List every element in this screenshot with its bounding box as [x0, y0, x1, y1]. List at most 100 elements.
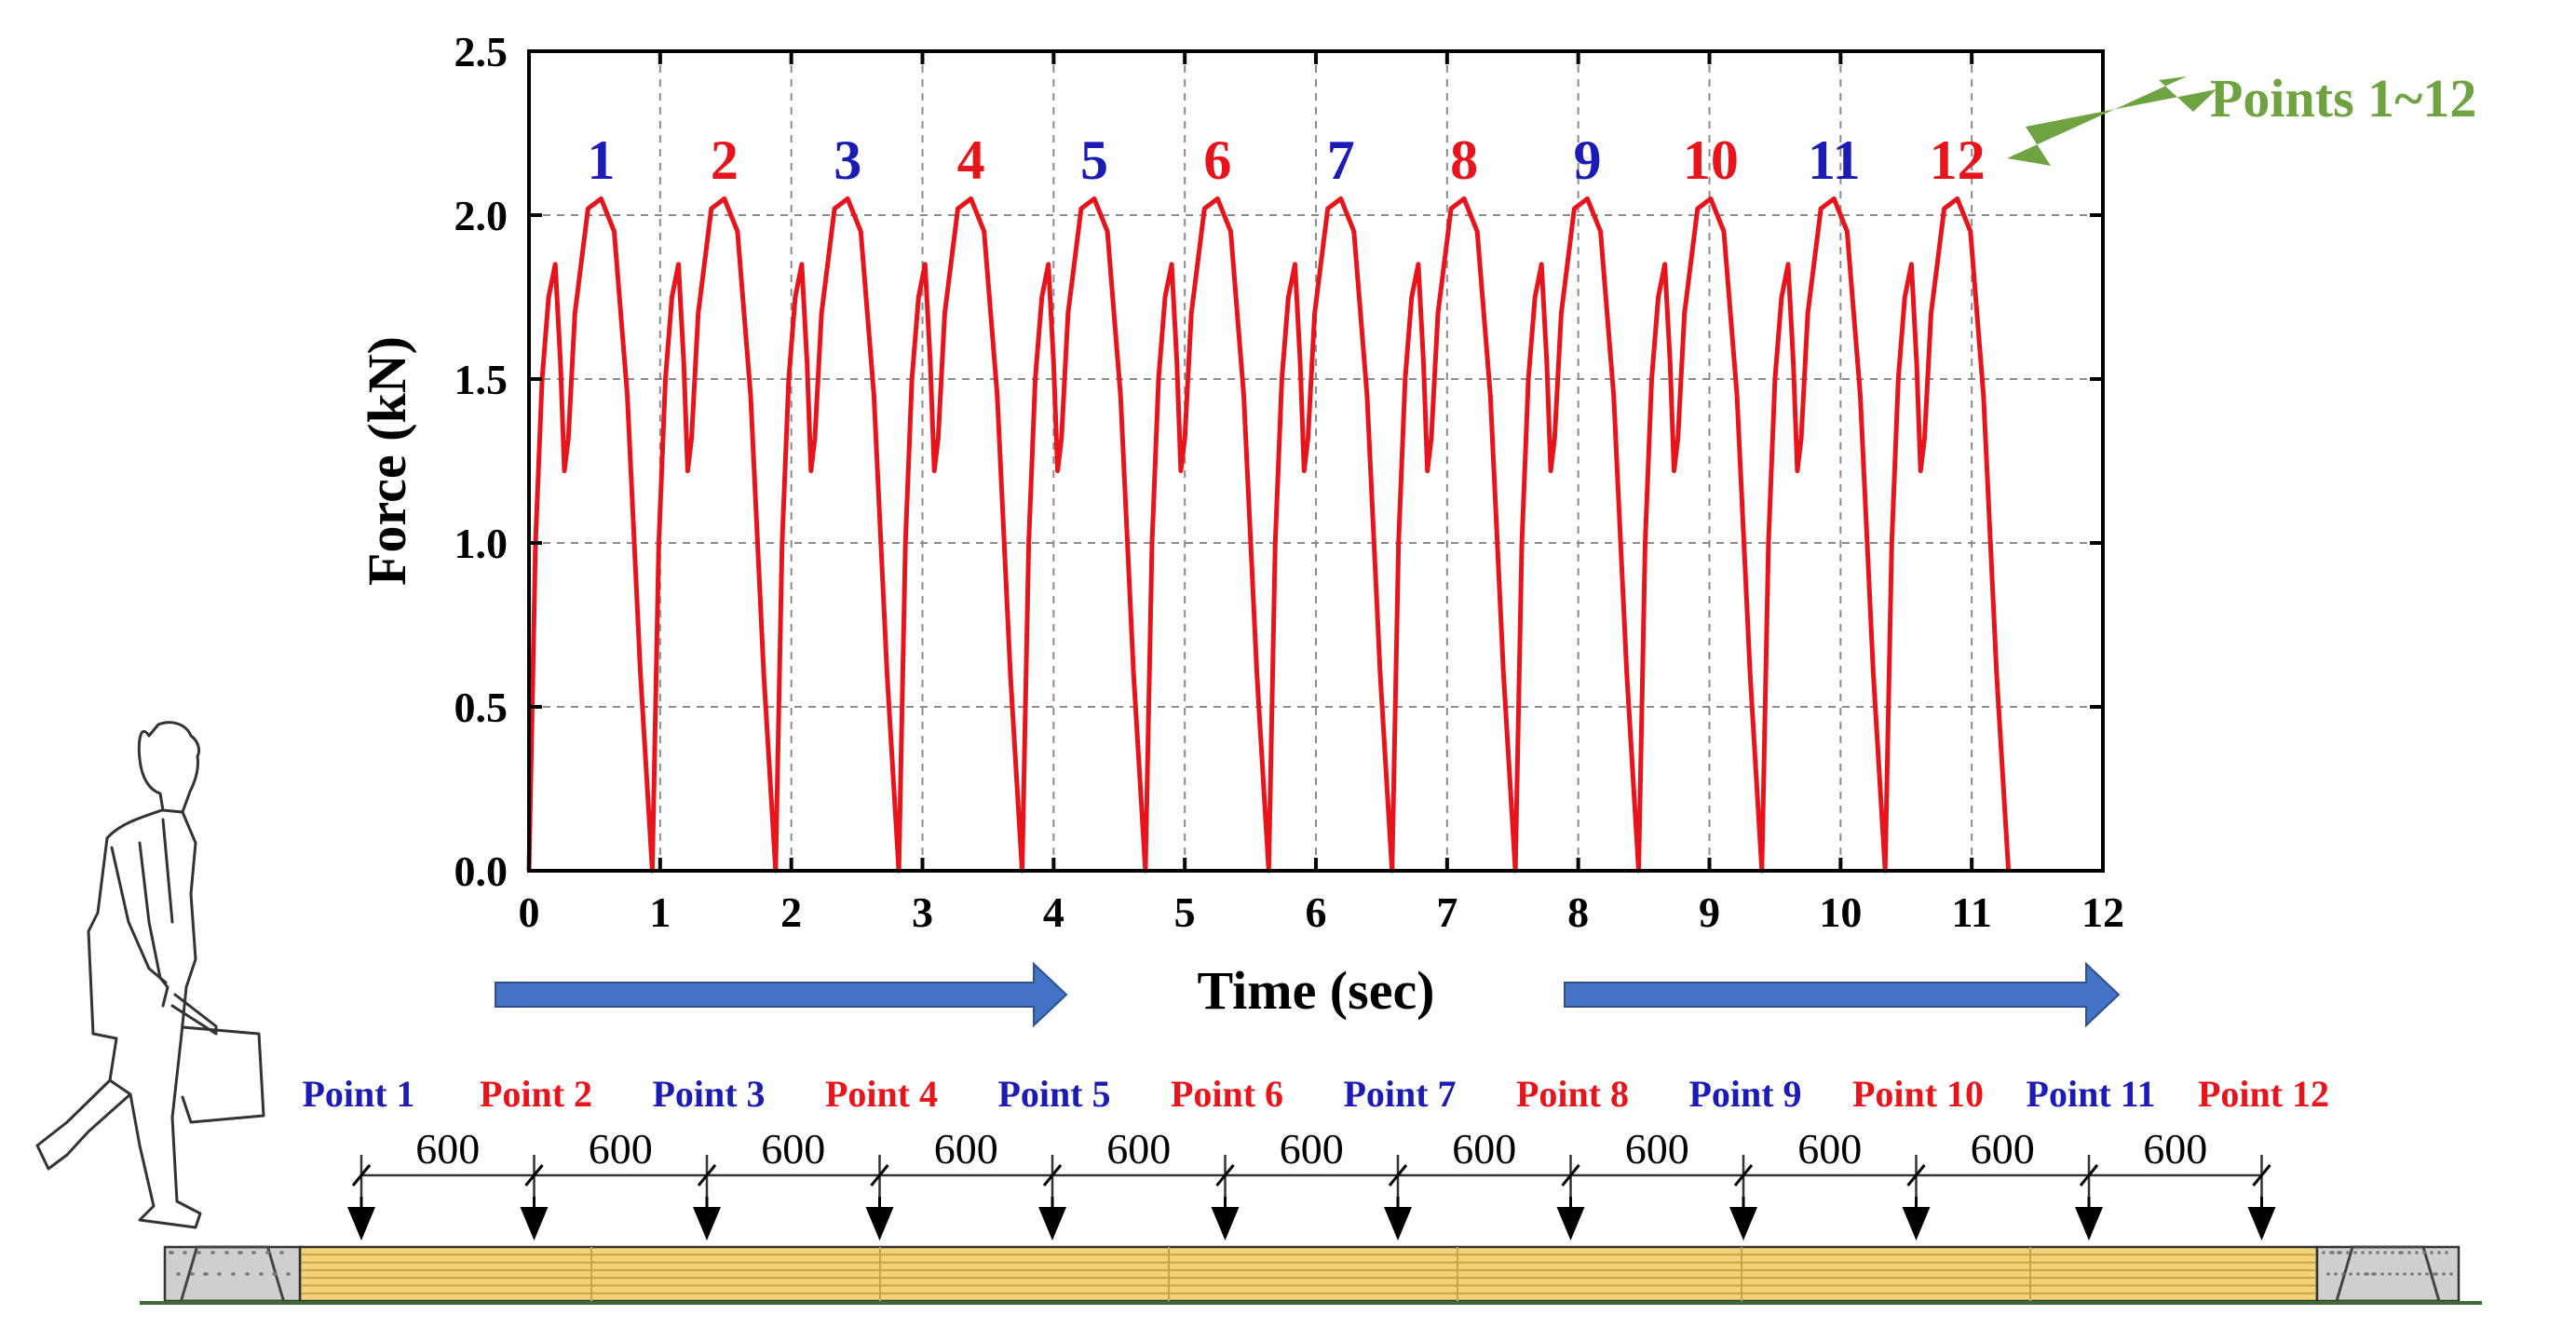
direction-arrow-left-icon — [495, 961, 1068, 1028]
concrete-speck — [252, 1251, 256, 1254]
direction-arrow-right-icon — [1564, 961, 2121, 1028]
y-tick-label: 0.0 — [454, 847, 508, 895]
dimension-tick — [524, 1164, 544, 1186]
concrete-speck — [2383, 1251, 2387, 1254]
peak-label: 3 — [834, 129, 861, 191]
spacing-label: 600 — [1280, 1125, 1344, 1173]
load-arrow-icon — [1211, 1207, 1240, 1240]
point-label: Point 1 — [302, 1073, 414, 1115]
concrete-speck — [170, 1251, 174, 1254]
concrete-speck — [197, 1251, 201, 1254]
concrete-speck — [218, 1272, 222, 1276]
point-label: Point 3 — [652, 1073, 765, 1115]
dimension-line: 600 600 600 600 600 600 600 600 600 600 600 — [351, 1125, 2271, 1199]
points-annotation: Points 1~12 — [2007, 68, 2476, 166]
spacing-label: 600 — [2143, 1125, 2207, 1173]
peak-label: 9 — [1574, 129, 1602, 191]
point-label: Point 11 — [2027, 1073, 2156, 1115]
concrete-speck — [2433, 1272, 2436, 1276]
concrete-speck — [2337, 1251, 2340, 1254]
axis-ticks: 0 1 2 3 4 5 6 7 8 9 10 11 120.00.51.01.52.02.5 — [454, 28, 2125, 936]
dimension-tick — [1906, 1164, 1926, 1186]
concrete-speck — [2380, 1272, 2384, 1276]
concrete-speck — [2437, 1251, 2441, 1254]
peak-label: 5 — [1080, 129, 1108, 191]
concrete-speck — [2368, 1251, 2372, 1254]
peak-label: 10 — [1683, 129, 1739, 191]
peak-label: 2 — [711, 129, 739, 191]
concrete-speck — [2341, 1272, 2345, 1276]
x-tick-label: 8 — [1567, 888, 1589, 936]
concrete-speck — [2430, 1251, 2434, 1254]
concrete-speck — [266, 1251, 270, 1254]
x-tick-label: 11 — [1951, 888, 1991, 936]
concrete-speck — [2334, 1272, 2338, 1276]
spacing-label: 600 — [1971, 1125, 2035, 1173]
concrete-speck — [191, 1272, 195, 1276]
concrete-speck — [2403, 1272, 2407, 1276]
point-label: Point 7 — [1343, 1073, 1456, 1115]
concrete-speck — [177, 1272, 181, 1276]
y-tick-label: 2.0 — [454, 192, 508, 239]
x-tick-label: 2 — [780, 888, 802, 936]
timber-panel — [298, 1245, 2319, 1303]
dimension-tick — [1561, 1164, 1580, 1186]
x-tick-label: 3 — [912, 888, 933, 936]
concrete-speck — [232, 1272, 236, 1276]
concrete-speck — [2395, 1272, 2399, 1276]
spacing-label: 600 — [589, 1125, 653, 1173]
concrete-speck — [2326, 1272, 2330, 1276]
concrete-speck — [2398, 1251, 2402, 1254]
concrete-speck — [2353, 1251, 2357, 1254]
point-label: Point 9 — [1688, 1073, 1801, 1115]
concrete-speck — [2364, 1272, 2367, 1276]
concrete-speck — [205, 1272, 209, 1276]
concrete-speck — [2322, 1251, 2325, 1254]
concrete-speck — [2346, 1251, 2350, 1254]
concrete-speck — [2329, 1251, 2333, 1254]
dimension-tick — [1215, 1164, 1235, 1186]
concrete-speck — [274, 1272, 278, 1276]
x-tick-label: 4 — [1043, 888, 1064, 936]
x-tick-label: 10 — [1819, 888, 1862, 936]
dimension-tick — [1388, 1164, 1408, 1186]
dimension-tick — [351, 1164, 372, 1186]
grid-lines — [529, 51, 2103, 871]
load-arrow-icon — [1729, 1207, 1757, 1240]
load-arrows — [347, 1197, 2276, 1240]
concrete-speck — [2442, 1272, 2446, 1276]
concrete-speck — [2415, 1251, 2419, 1254]
load-arrow-icon — [347, 1207, 375, 1240]
concrete-speck — [2418, 1272, 2421, 1276]
concrete-speck — [183, 1251, 187, 1254]
spacing-label: 600 — [761, 1125, 825, 1173]
peak-labels: 1 2 3 4 5 6 7 8 9 10 11 12 — [587, 129, 1985, 191]
annotation-label: Points 1~12 — [2210, 68, 2476, 129]
x-tick-label: 0 — [519, 888, 540, 936]
peak-label: 4 — [957, 129, 985, 191]
point-label: Point 5 — [997, 1073, 1110, 1115]
concrete-speck — [2449, 1272, 2453, 1276]
concrete-speck — [2349, 1272, 2352, 1276]
x-tick-label: 6 — [1306, 888, 1327, 936]
point-label: Point 2 — [480, 1073, 592, 1115]
point-label: Point 10 — [1852, 1073, 1984, 1115]
y-axis-label: Force (kN) — [357, 336, 417, 586]
concrete-speck — [2445, 1251, 2448, 1254]
x-tick-label: 7 — [1436, 888, 1457, 936]
concrete-speck — [2425, 1272, 2429, 1276]
y-tick-label: 1.5 — [454, 356, 508, 403]
dimension-tick — [2252, 1164, 2271, 1186]
concrete-speck — [2356, 1272, 2360, 1276]
point-label: Point 8 — [1516, 1073, 1629, 1115]
y-tick-label: 1.0 — [454, 520, 508, 567]
y-tick-label: 2.5 — [454, 28, 508, 75]
dimension-tick — [870, 1164, 889, 1186]
concrete-speck — [287, 1272, 291, 1276]
concrete-speck — [2410, 1272, 2414, 1276]
concrete-speck — [246, 1272, 250, 1276]
load-arrow-icon — [1384, 1207, 1412, 1240]
concrete-speck — [2407, 1251, 2411, 1254]
